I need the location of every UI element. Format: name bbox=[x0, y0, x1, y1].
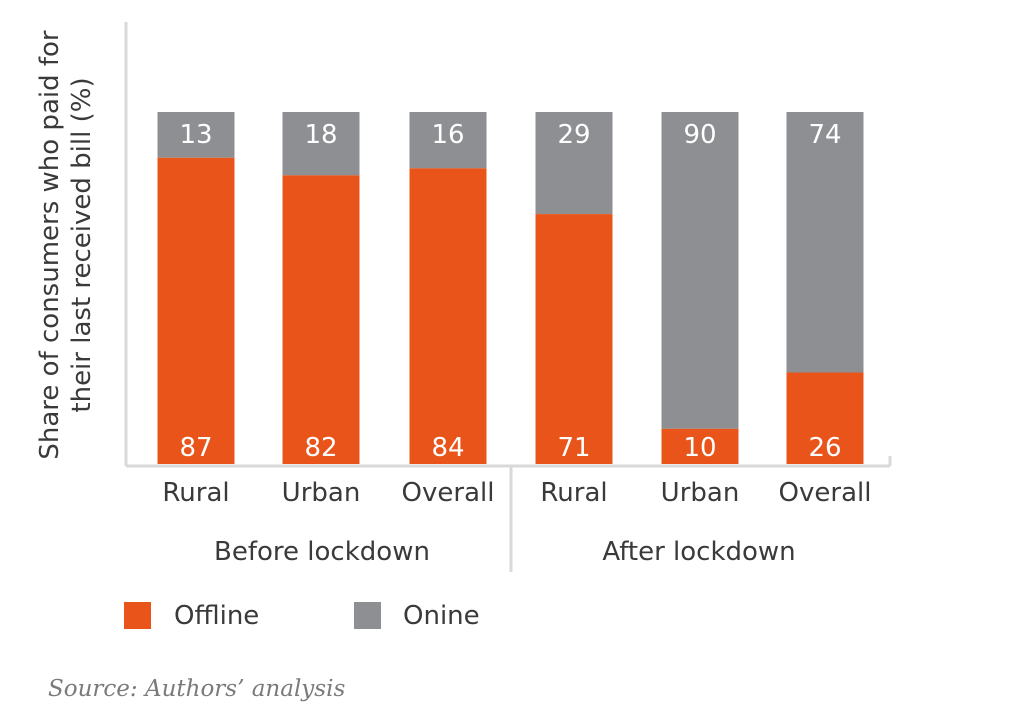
bar-offline-3 bbox=[535, 214, 613, 464]
legend-label-onine: Onine bbox=[403, 601, 480, 631]
bars-layer bbox=[157, 112, 864, 465]
bar-online-5 bbox=[786, 112, 864, 373]
group-label-0: Before lockdown bbox=[214, 537, 430, 567]
legend-swatch-onine bbox=[354, 602, 381, 629]
bar-offline-1 bbox=[282, 175, 360, 465]
legend-swatch-offline bbox=[124, 602, 151, 629]
data-label-online-3: 29 bbox=[557, 120, 590, 150]
data-label-offline-0: 87 bbox=[179, 433, 212, 463]
x-tick-label-1: Urban bbox=[282, 478, 361, 508]
bar-offline-0 bbox=[157, 157, 235, 464]
data-label-online-0: 13 bbox=[179, 120, 212, 150]
bar-online-4 bbox=[661, 112, 739, 429]
y-axis-title: Share of consumers who paid fortheir las… bbox=[35, 30, 97, 460]
data-label-online-5: 74 bbox=[808, 120, 841, 150]
bar-online-3 bbox=[535, 112, 613, 215]
data-label-online-4: 90 bbox=[683, 120, 716, 150]
x-tick-label-2: Overall bbox=[402, 478, 495, 508]
data-label-offline-2: 84 bbox=[431, 433, 464, 463]
data-label-online-1: 18 bbox=[304, 120, 337, 150]
source-note: Source: Authors’ analysis bbox=[48, 676, 346, 702]
x-tick-label-0: Rural bbox=[162, 478, 229, 508]
legend-label-offline: Offline bbox=[174, 601, 259, 631]
bar-online-1 bbox=[282, 112, 360, 176]
bar-online-2 bbox=[409, 112, 487, 169]
x-tick-label-3: Rural bbox=[540, 478, 607, 508]
data-label-online-2: 16 bbox=[431, 120, 464, 150]
group-label-1: After lockdown bbox=[602, 537, 795, 567]
bar-offline-5 bbox=[786, 372, 864, 464]
axes-layer bbox=[124, 22, 892, 572]
bar-offline-4 bbox=[661, 428, 739, 464]
bar-offline-2 bbox=[409, 168, 487, 464]
data-label-offline-3: 71 bbox=[557, 433, 590, 463]
x-tick-label-4: Urban bbox=[661, 478, 740, 508]
data-label-offline-4: 10 bbox=[683, 433, 716, 463]
data-label-offline-1: 82 bbox=[304, 433, 337, 463]
legend: Offline Onine bbox=[124, 601, 480, 631]
data-label-offline-5: 26 bbox=[808, 433, 841, 463]
labels-layer: 13 87 Rural 18 82 Urban 16 84 Overall 29 71 Rural 90… bbox=[35, 30, 871, 567]
x-tick-label-5: Overall bbox=[779, 478, 872, 508]
bar-online-0 bbox=[157, 112, 235, 158]
